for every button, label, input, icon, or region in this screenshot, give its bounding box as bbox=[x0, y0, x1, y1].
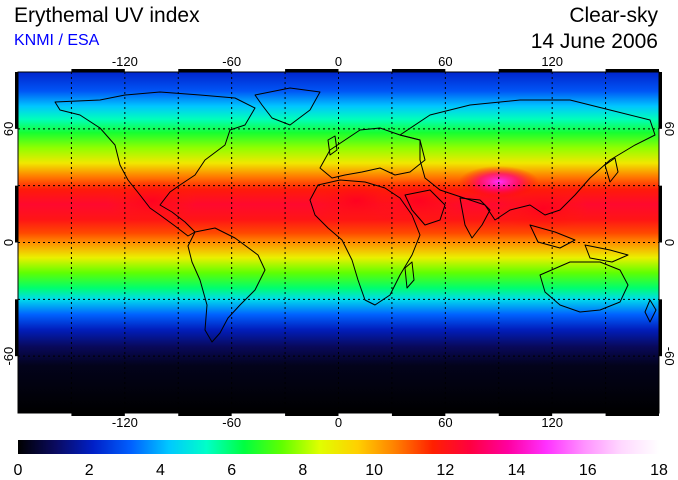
frame-tick-bar bbox=[391, 413, 446, 416]
colorbar-tick-label: 12 bbox=[436, 462, 454, 479]
frame-tick-bar bbox=[659, 72, 662, 129]
frame-tick-bar bbox=[15, 299, 18, 357]
right-latitude-label: -60 bbox=[662, 347, 677, 366]
map-border-ticks bbox=[15, 69, 662, 416]
frame-tick-bar bbox=[605, 413, 659, 416]
frame-tick-bar bbox=[285, 69, 339, 72]
frame-tick-bar bbox=[15, 185, 18, 243]
bottom-longitude-label: 120 bbox=[541, 415, 563, 430]
axis-labels: -120 -120 -60 -60 0 0 60 60 120 120 60 60 0 0 -60 -60 bbox=[1, 54, 677, 430]
left-latitude-label: 60 bbox=[1, 122, 16, 136]
colorbar-tick-label: 14 bbox=[508, 462, 526, 479]
date-label: 14 June 2006 bbox=[530, 30, 658, 53]
map-title: Erythemal UV index bbox=[14, 4, 200, 27]
right-latitude-label: 0 bbox=[662, 239, 677, 246]
frame-tick-bar bbox=[178, 413, 232, 416]
bottom-longitude-label: -120 bbox=[112, 415, 138, 430]
top-longitude-label: 0 bbox=[335, 54, 342, 69]
colorbar-tick-label: 4 bbox=[156, 462, 165, 479]
frame-tick-bar bbox=[659, 185, 662, 243]
colorbar-scale bbox=[18, 440, 659, 454]
colorbar-tick-label: 10 bbox=[365, 462, 383, 479]
frame-tick-bar bbox=[391, 69, 446, 72]
colorbar-tick-label: 6 bbox=[227, 462, 236, 479]
left-latitude-label: 0 bbox=[1, 239, 16, 246]
frame-tick-bar bbox=[178, 69, 232, 72]
hotspot-arabia bbox=[373, 178, 464, 223]
bottom-longitude-label: 60 bbox=[438, 415, 452, 430]
colorbar-tick-label: 2 bbox=[85, 462, 94, 479]
bottom-longitude-label: 0 bbox=[335, 415, 342, 430]
frame-tick-bar bbox=[498, 69, 553, 72]
bottom-longitude-label: -60 bbox=[222, 415, 241, 430]
top-longitude-label: -120 bbox=[112, 54, 138, 69]
sky-condition-label: Clear-sky bbox=[569, 4, 658, 27]
left-latitude-label: -60 bbox=[1, 347, 16, 366]
frame-tick-bar bbox=[15, 72, 18, 129]
graticule bbox=[18, 72, 659, 413]
colorbar-tick-label: 16 bbox=[579, 462, 597, 479]
frame-tick-bar bbox=[605, 69, 659, 72]
frame-tick-bar bbox=[71, 413, 125, 416]
map-subtitle: KNMI / ESA bbox=[14, 32, 100, 49]
hotspot-layer bbox=[106, 165, 589, 231]
colorbar-ticks: 0 2 4 6 8 10 12 14 16 18 bbox=[14, 462, 668, 479]
hotspot-mexico bbox=[106, 178, 197, 223]
hotspot-southeast-asia bbox=[498, 186, 589, 231]
frame-tick-bar bbox=[285, 413, 339, 416]
colorbar-tick-label: 18 bbox=[650, 462, 668, 479]
top-longitude-label: -60 bbox=[222, 54, 241, 69]
right-latitude-label: 60 bbox=[662, 122, 677, 136]
colorbar-tick-label: 8 bbox=[298, 462, 307, 479]
frame-tick-bar bbox=[659, 299, 662, 357]
colorbar-tick-label: 0 bbox=[14, 462, 23, 479]
hotspot-sahara bbox=[311, 178, 402, 223]
hotspot-tibet bbox=[458, 165, 539, 198]
top-longitude-label: 120 bbox=[541, 54, 563, 69]
frame-tick-bar bbox=[498, 413, 553, 416]
top-longitude-label: 60 bbox=[438, 54, 452, 69]
coastlines bbox=[54, 87, 657, 343]
frame-tick-bar bbox=[71, 69, 125, 72]
